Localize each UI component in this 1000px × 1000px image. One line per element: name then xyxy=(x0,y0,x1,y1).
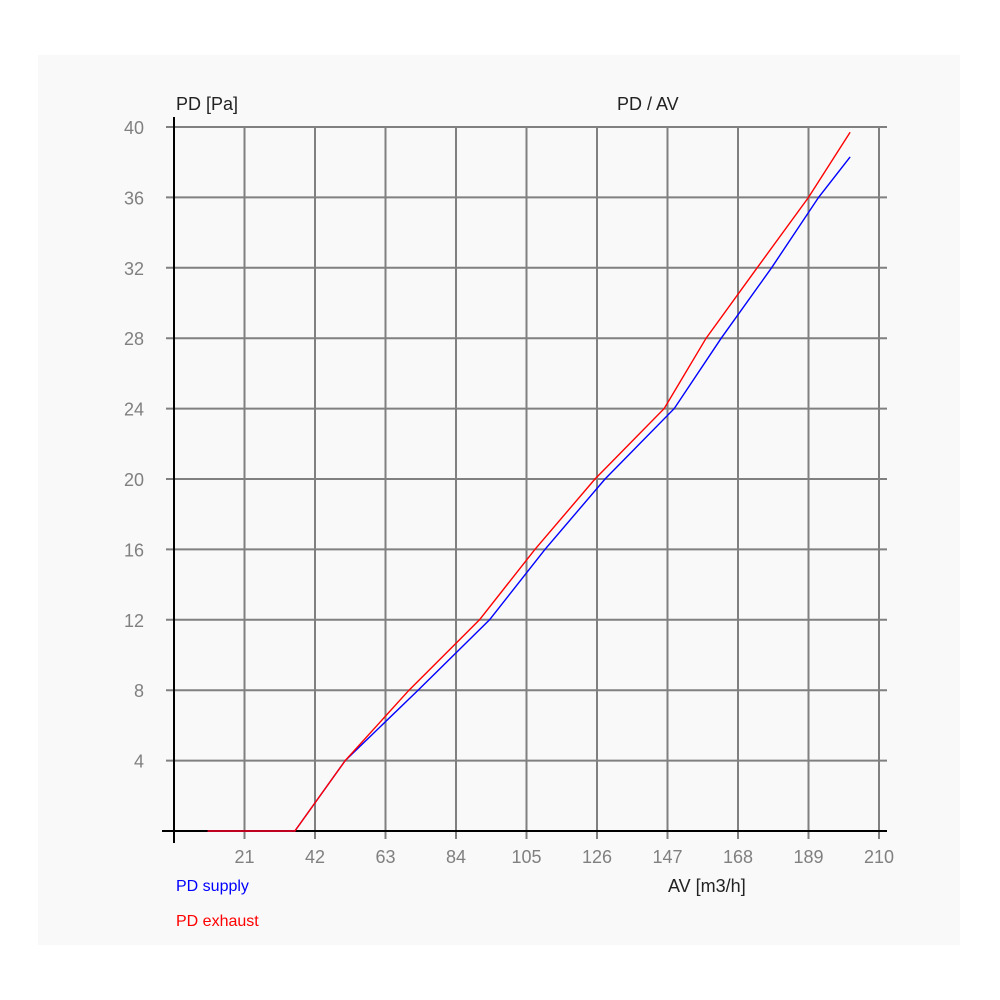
x-tick-label: 21 xyxy=(234,847,254,867)
x-tick-label: 63 xyxy=(375,847,395,867)
x-tick-label: 189 xyxy=(793,847,823,867)
y-tick-label: 40 xyxy=(124,118,144,138)
y-tick-label: 8 xyxy=(134,681,144,701)
x-tick-label: 210 xyxy=(864,847,894,867)
y-tick-label: 36 xyxy=(124,188,144,208)
chart-background xyxy=(38,55,960,945)
x-axis-label: AV [m3/h] xyxy=(668,876,746,896)
series-line-supply xyxy=(207,156,851,832)
x-tick-label: 126 xyxy=(582,847,612,867)
series-line-exhaust xyxy=(207,131,851,832)
legend-exhaust: PD exhaust xyxy=(176,913,259,930)
y-tick-label: 24 xyxy=(124,400,144,420)
x-tick-label: 168 xyxy=(723,847,753,867)
chart-title: PD / AV xyxy=(617,94,679,114)
x-tick-label: 42 xyxy=(305,847,325,867)
legend-supply: PD supply xyxy=(176,878,249,895)
y-tick-label: 12 xyxy=(124,611,144,631)
x-tick-label: 105 xyxy=(511,847,541,867)
x-tick-label: 147 xyxy=(652,847,682,867)
y-tick-label: 28 xyxy=(124,329,144,349)
y-axis-label: PD [Pa] xyxy=(176,94,239,114)
y-tick-label: 20 xyxy=(124,470,144,490)
x-tick-label: 84 xyxy=(446,847,466,867)
y-tick-label: 16 xyxy=(124,540,144,560)
y-tick-label: 4 xyxy=(134,752,144,772)
y-tick-label: 32 xyxy=(124,259,144,279)
